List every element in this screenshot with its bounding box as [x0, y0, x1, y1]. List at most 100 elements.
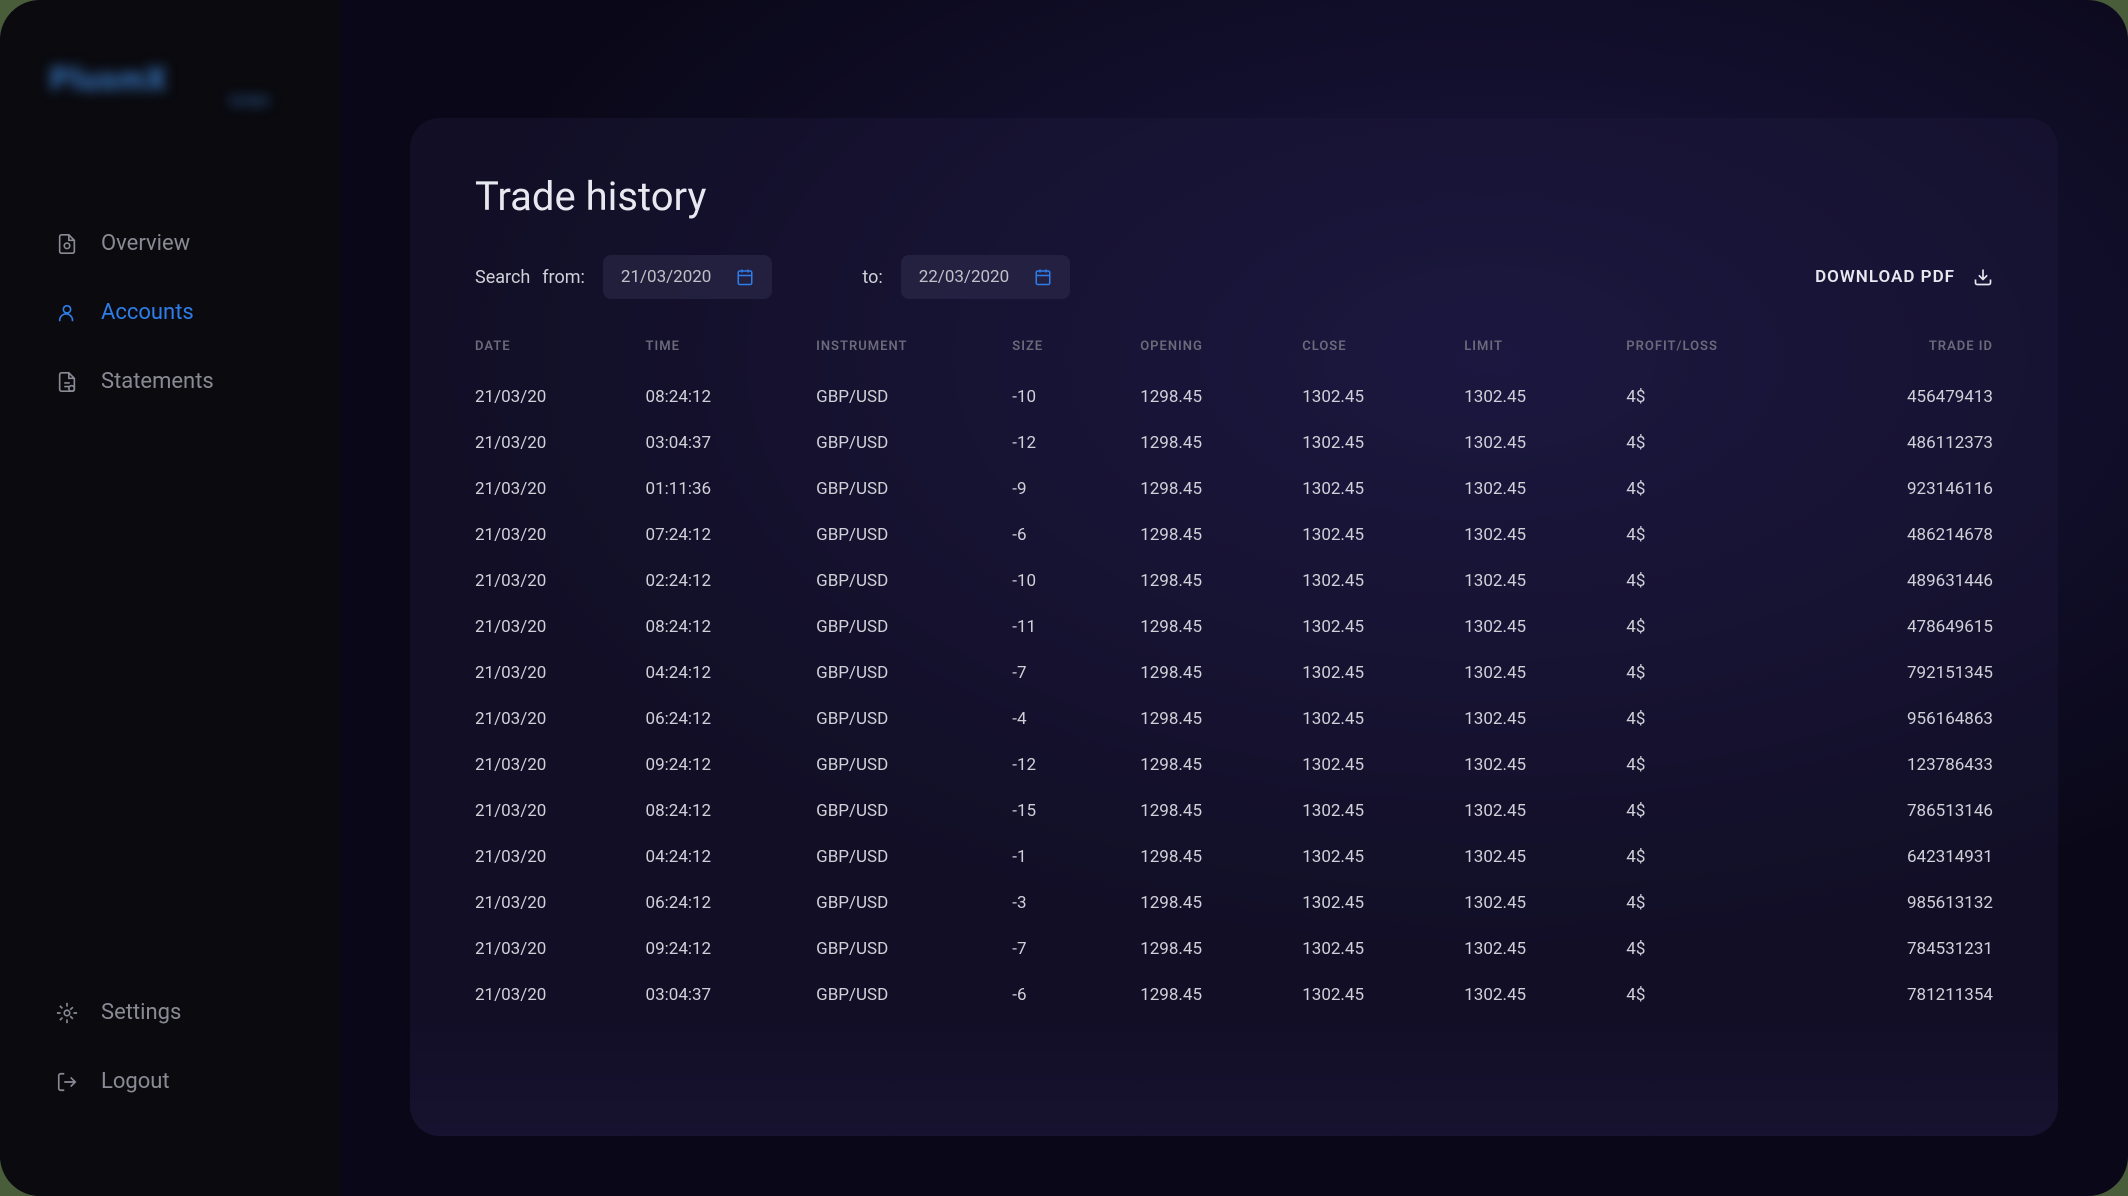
table-row[interactable]: 21/03/2002:24:12GBP/USD-101298.451302.45… [475, 558, 1993, 604]
date-to-input[interactable]: 22/03/2020 [901, 255, 1070, 299]
cell: 21/03/20 [475, 847, 646, 867]
col-date: DATE [475, 339, 646, 354]
cell: 1302.45 [1302, 571, 1464, 591]
table-row[interactable]: 21/03/2004:24:12GBP/USD-71298.451302.451… [475, 650, 1993, 696]
cell: 4$ [1626, 709, 1797, 729]
table-row[interactable]: 21/03/2001:11:36GBP/USD-91298.451302.451… [475, 466, 1993, 512]
table-row[interactable]: 21/03/2008:24:12GBP/USD-101298.451302.45… [475, 374, 1993, 420]
cell: 1302.45 [1302, 801, 1464, 821]
cell: 4$ [1626, 479, 1797, 499]
statements-icon [55, 370, 79, 394]
table-body: 21/03/2008:24:12GBP/USD-101298.451302.45… [475, 374, 1993, 1018]
cell: 21/03/20 [475, 479, 646, 499]
cell: 1302.45 [1464, 433, 1626, 453]
cell: 21/03/20 [475, 985, 646, 1005]
table-header: DATE TIME INSTRUMENT SIZE OPENING CLOSE … [475, 339, 1993, 374]
settings-icon [55, 1001, 79, 1025]
cell: 486112373 [1797, 433, 1993, 453]
cell: 08:24:12 [646, 387, 817, 407]
cell: 1298.45 [1140, 387, 1302, 407]
overview-icon [55, 232, 79, 256]
cell: 4$ [1626, 939, 1797, 959]
cell: -4 [1012, 709, 1140, 729]
cell: -12 [1012, 433, 1140, 453]
sidebar-item-label: Accounts [101, 300, 194, 325]
cell: 08:24:12 [646, 617, 817, 637]
cell: 1302.45 [1464, 709, 1626, 729]
table-row[interactable]: 21/03/2009:24:12GBP/USD-121298.451302.45… [475, 742, 1993, 788]
sidebar-item-logout[interactable]: Logout [0, 1047, 340, 1116]
cell: 4$ [1626, 387, 1797, 407]
search-from-label: from: [542, 267, 585, 288]
cell: GBP/USD [816, 847, 1012, 867]
download-icon [1973, 267, 1993, 287]
cell: 21/03/20 [475, 663, 646, 683]
col-limit: LIMIT [1464, 339, 1626, 354]
table-row[interactable]: 21/03/2008:24:12GBP/USD-151298.451302.45… [475, 788, 1993, 834]
cell: 4$ [1626, 755, 1797, 775]
cell: 784531231 [1797, 939, 1993, 959]
cell: -6 [1012, 985, 1140, 1005]
cell: 985613132 [1797, 893, 1993, 913]
cell: 1298.45 [1140, 479, 1302, 499]
cell: 1302.45 [1302, 939, 1464, 959]
calendar-icon [1034, 268, 1052, 286]
content-card: Trade history Search from: 21/03/2020 to… [410, 118, 2058, 1136]
cell: 1302.45 [1464, 479, 1626, 499]
cell: 1302.45 [1302, 525, 1464, 545]
cell: 1298.45 [1140, 939, 1302, 959]
cell: GBP/USD [816, 479, 1012, 499]
cell: 1302.45 [1302, 847, 1464, 867]
sidebar-item-label: Overview [101, 231, 190, 256]
cell: 781211354 [1797, 985, 1993, 1005]
fade-overlay [410, 1016, 2058, 1136]
cell: 123786433 [1797, 755, 1993, 775]
cell: -12 [1012, 755, 1140, 775]
sidebar-item-settings[interactable]: Settings [0, 978, 340, 1047]
cell: 642314931 [1797, 847, 1993, 867]
cell: 1298.45 [1140, 847, 1302, 867]
cell: 06:24:12 [646, 709, 817, 729]
cell: 1302.45 [1464, 847, 1626, 867]
download-pdf-button[interactable]: DOWNLOAD PDF [1815, 267, 1993, 287]
date-to-value: 22/03/2020 [919, 267, 1009, 287]
logo-subtitle: broker [50, 93, 290, 109]
cell: 01:11:36 [646, 479, 817, 499]
search-to-label: to: [862, 267, 882, 288]
cell: 21/03/20 [475, 571, 646, 591]
accounts-icon [55, 301, 79, 325]
cell: -7 [1012, 663, 1140, 683]
search-row: Search from: 21/03/2020 to: 22/03/2020 [475, 255, 1993, 299]
cell: -6 [1012, 525, 1140, 545]
cell: 4$ [1626, 571, 1797, 591]
cell: 1302.45 [1302, 755, 1464, 775]
cell: GBP/USD [816, 939, 1012, 959]
table-row[interactable]: 21/03/2003:04:37GBP/USD-121298.451302.45… [475, 420, 1993, 466]
table-row[interactable]: 21/03/2004:24:12GBP/USD-11298.451302.451… [475, 834, 1993, 880]
cell: 1302.45 [1302, 387, 1464, 407]
cell: 04:24:12 [646, 847, 817, 867]
cell: 1298.45 [1140, 571, 1302, 591]
cell: 08:24:12 [646, 801, 817, 821]
table-row[interactable]: 21/03/2006:24:12GBP/USD-31298.451302.451… [475, 880, 1993, 926]
col-close: CLOSE [1302, 339, 1464, 354]
col-instrument: INSTRUMENT [816, 339, 1012, 354]
cell: 21/03/20 [475, 525, 646, 545]
sidebar-item-accounts[interactable]: Accounts [0, 278, 340, 347]
trade-table: DATE TIME INSTRUMENT SIZE OPENING CLOSE … [475, 339, 1993, 1018]
cell: 1302.45 [1464, 939, 1626, 959]
sidebar-item-overview[interactable]: Overview [0, 209, 340, 278]
table-row[interactable]: 21/03/2009:24:12GBP/USD-71298.451302.451… [475, 926, 1993, 972]
cell: 1302.45 [1302, 663, 1464, 683]
date-from-input[interactable]: 21/03/2020 [603, 255, 772, 299]
table-row[interactable]: 21/03/2003:04:37GBP/USD-61298.451302.451… [475, 972, 1993, 1018]
sidebar-item-statements[interactable]: Statements [0, 347, 340, 416]
table-row[interactable]: 21/03/2007:24:12GBP/USD-61298.451302.451… [475, 512, 1993, 558]
cell: 21/03/20 [475, 617, 646, 637]
cell: 1302.45 [1464, 387, 1626, 407]
cell: 478649615 [1797, 617, 1993, 637]
cell: GBP/USD [816, 387, 1012, 407]
table-row[interactable]: 21/03/2006:24:12GBP/USD-41298.451302.451… [475, 696, 1993, 742]
table-row[interactable]: 21/03/2008:24:12GBP/USD-111298.451302.45… [475, 604, 1993, 650]
cell: 21/03/20 [475, 893, 646, 913]
